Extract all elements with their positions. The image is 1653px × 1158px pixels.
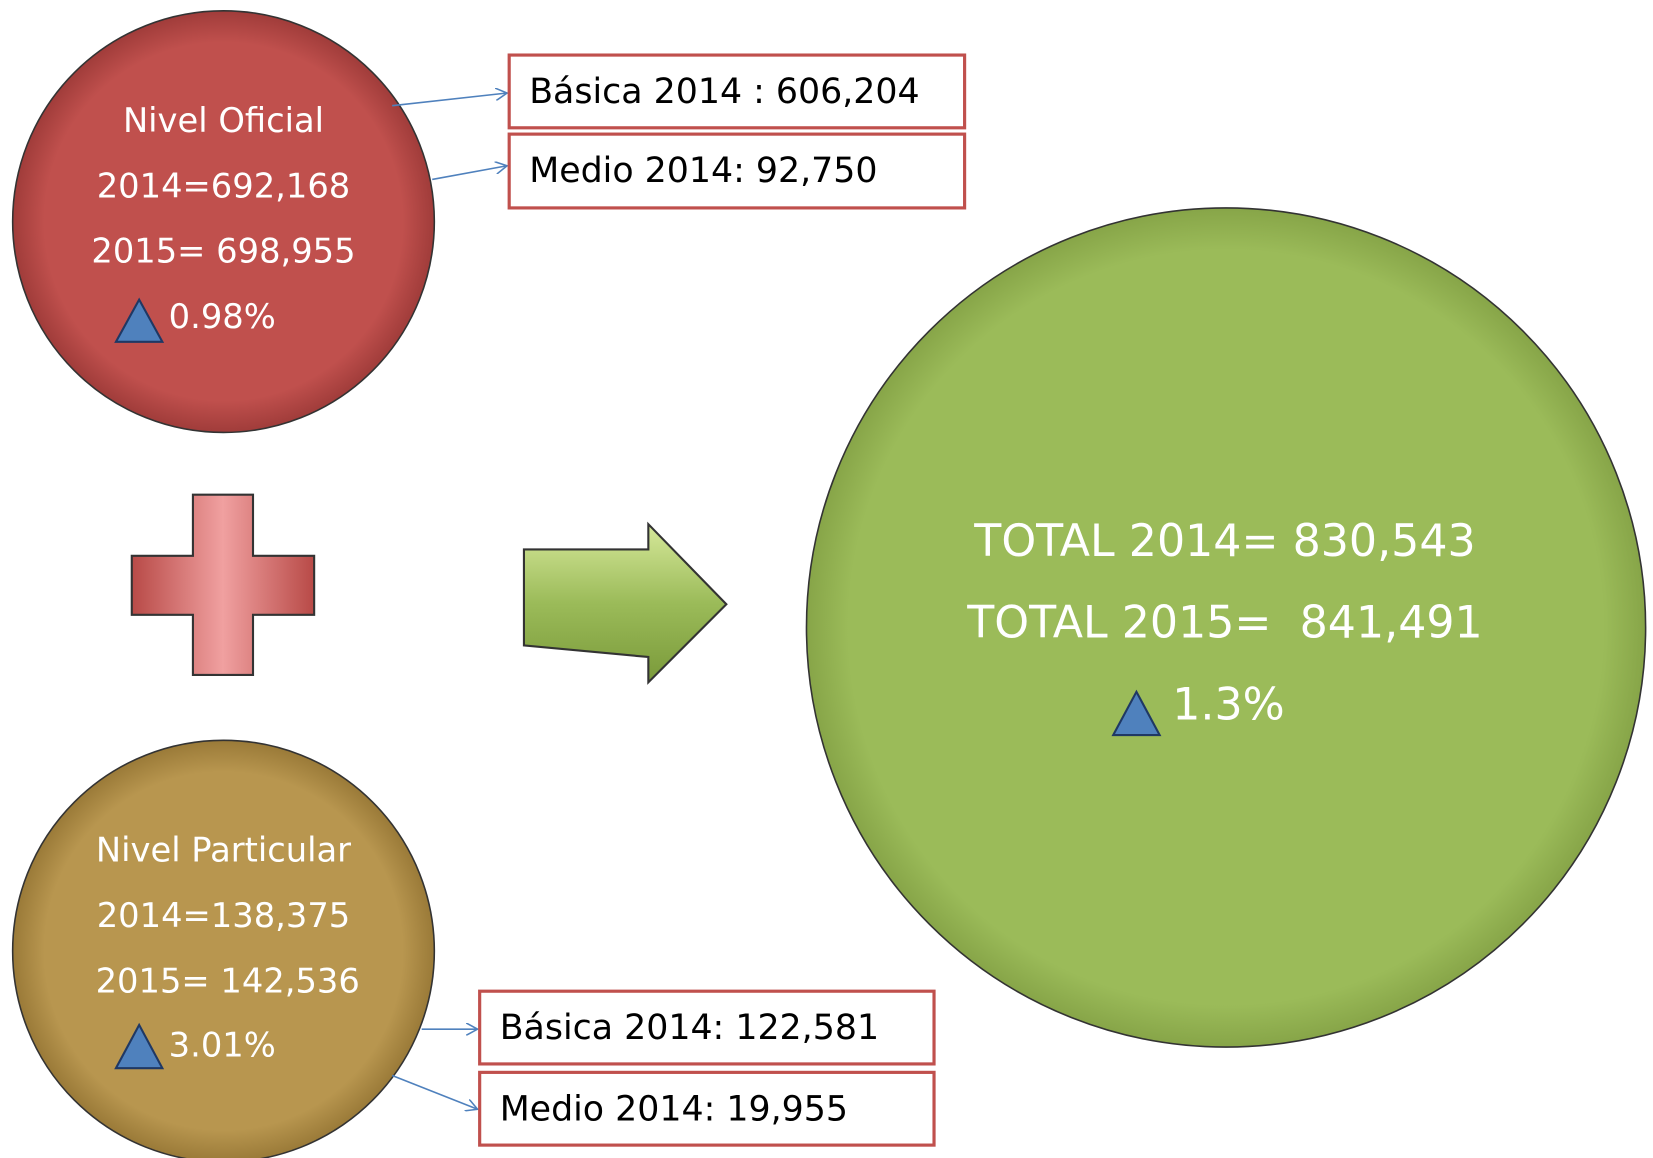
total-change: 1.3% <box>1172 680 1284 731</box>
up-triangle <box>114 297 165 343</box>
breakdown-box <box>507 132 967 210</box>
total-circle <box>805 207 1647 1048</box>
particular-change: 3.01% <box>169 1026 276 1065</box>
oficial-title: Nivel Oficial <box>123 101 324 140</box>
oficial-change: 0.98% <box>169 297 276 336</box>
connector <box>432 166 507 181</box>
connector <box>392 93 507 107</box>
breakdown-text: Medio 2014: 19,955 <box>500 1089 848 1129</box>
oficial-circle <box>11 9 436 434</box>
breakdown-text: Medio 2014: 92,750 <box>529 151 877 191</box>
oficial-2014: 2014=692,168 <box>97 166 351 205</box>
plus-sign <box>130 493 316 676</box>
particular-circle <box>11 739 436 1158</box>
arrow <box>522 521 728 685</box>
breakdown-box <box>478 989 936 1066</box>
breakdown-text: Básica 2014 : 606,204 <box>529 72 919 112</box>
breakdown-box <box>507 53 967 130</box>
total-2014: TOTAL 2014= 830,543 <box>973 516 1475 567</box>
breakdown-text: Básica 2014: 122,581 <box>500 1008 879 1048</box>
connector <box>391 1074 477 1110</box>
up-triangle <box>1111 689 1162 737</box>
particular-title: Nivel Particular <box>96 831 351 870</box>
particular-2014: 2014=138,375 <box>97 896 351 935</box>
total-2015: TOTAL 2015= 841,491 <box>966 597 1482 648</box>
oficial-2015: 2015= 698,955 <box>91 232 355 271</box>
up-triangle <box>114 1022 165 1070</box>
breakdown-box <box>478 1070 936 1147</box>
particular-2015: 2015= 142,536 <box>96 961 360 1000</box>
